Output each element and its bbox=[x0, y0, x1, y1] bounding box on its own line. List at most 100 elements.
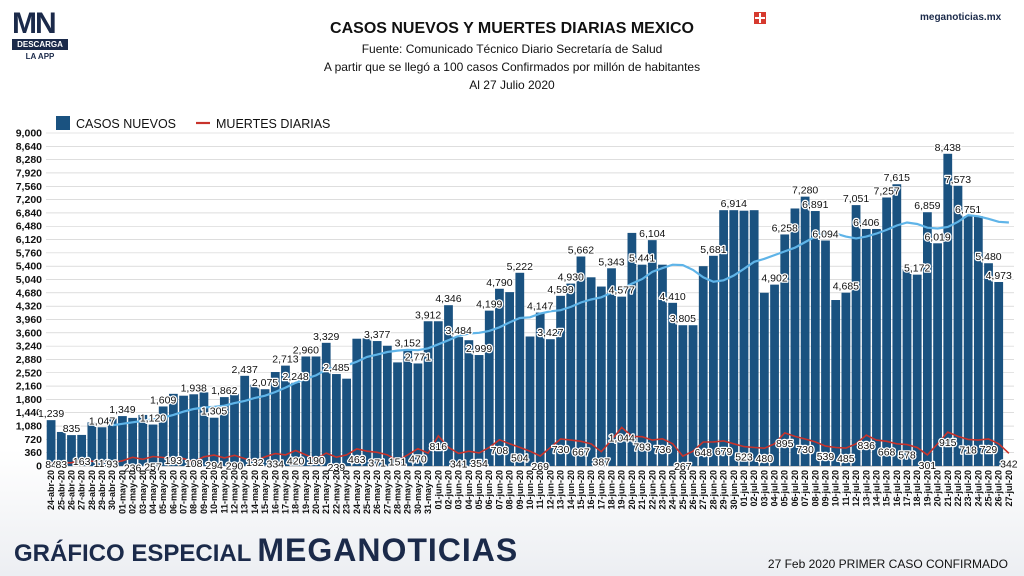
deaths-data-label: 578 bbox=[898, 450, 916, 462]
deaths-data-label: 730 bbox=[796, 444, 814, 456]
x-tick-label: 20-may-20 bbox=[311, 470, 321, 514]
bar-data-label: 4,930 bbox=[558, 272, 584, 284]
deaths-data-label: 193 bbox=[165, 455, 183, 467]
deaths-data-label: 836 bbox=[857, 440, 875, 452]
x-tick-label: 07-may-20 bbox=[179, 470, 189, 514]
bar-cases bbox=[923, 212, 932, 466]
legend-label-deaths: MUERTES DIARIAS bbox=[216, 117, 330, 131]
bar-cases bbox=[861, 228, 871, 466]
bar-cases bbox=[617, 296, 627, 466]
bar-data-label: 5,222 bbox=[507, 261, 533, 273]
bar-cases bbox=[209, 417, 219, 466]
bar-data-label: 6,914 bbox=[721, 198, 747, 210]
deaths-data-label: 667 bbox=[572, 446, 590, 458]
bar-cases bbox=[484, 310, 494, 466]
bar-cases bbox=[912, 274, 922, 466]
x-tick-label: 08-may-20 bbox=[189, 470, 199, 514]
y-tick-label: 1,440 bbox=[16, 407, 42, 419]
bar-data-label: 4,973 bbox=[986, 270, 1012, 282]
bar-data-label: 7,573 bbox=[945, 174, 971, 186]
bar-cases bbox=[332, 374, 341, 466]
bar-data-label: 2,075 bbox=[252, 377, 278, 389]
site-url[interactable]: meganoticias.mx bbox=[920, 12, 1002, 23]
x-tick-label: 13-jun-20 bbox=[556, 470, 566, 510]
y-tick-label: 720 bbox=[24, 434, 42, 446]
bar-cases bbox=[647, 240, 657, 466]
bar-data-label: 7,280 bbox=[792, 185, 818, 197]
deaths-data-label: 151 bbox=[389, 456, 407, 468]
x-tick-label: 15-may-20 bbox=[260, 470, 270, 514]
bar-cases bbox=[780, 234, 790, 466]
deaths-data-label: 504 bbox=[511, 452, 529, 464]
bar-cases bbox=[301, 356, 311, 466]
deaths-data-label: 1,044 bbox=[609, 432, 635, 444]
bar-cases bbox=[342, 378, 351, 466]
bar-data-label: 8,438 bbox=[935, 142, 961, 154]
bar-cases bbox=[933, 243, 942, 466]
deaths-data-label: 895 bbox=[776, 438, 794, 450]
bar-data-label: 1,239 bbox=[38, 408, 64, 420]
x-tick-label: 25-jun-20 bbox=[678, 470, 688, 510]
x-tick-label: 21-jul-20 bbox=[943, 470, 953, 507]
bar-cases bbox=[973, 216, 983, 466]
x-tick-label: 25-jul-20 bbox=[984, 470, 994, 507]
bar-cases bbox=[382, 345, 392, 466]
x-tick-label: 31-may-20 bbox=[423, 470, 433, 514]
x-tick-label: 24-may-20 bbox=[352, 470, 362, 514]
x-tick-label: 11-jul-20 bbox=[841, 470, 851, 506]
bar-data-label: 7,257 bbox=[873, 185, 899, 197]
bar-cases bbox=[637, 264, 647, 466]
x-tick-label: 14-jun-20 bbox=[566, 470, 576, 510]
x-tick-label: 01-jul-20 bbox=[739, 470, 749, 507]
bar-cases bbox=[729, 210, 739, 466]
x-tick-label: 17-jul-20 bbox=[902, 470, 912, 507]
x-tick-label: 17-may-20 bbox=[280, 470, 290, 514]
y-tick-label: 4,320 bbox=[16, 301, 42, 313]
x-tick-label: 27-jul-20 bbox=[1004, 470, 1014, 507]
x-tick-label: 06-may-20 bbox=[168, 470, 178, 514]
x-tick-label: 23-may-20 bbox=[342, 470, 352, 514]
deaths-data-label: 334 bbox=[266, 459, 284, 471]
bar-cases bbox=[250, 384, 260, 466]
bar-cases bbox=[433, 321, 443, 466]
bar-data-label: 5,480 bbox=[975, 251, 1001, 263]
bar-data-label: 6,406 bbox=[853, 217, 879, 229]
x-tick-label: 16-jul-20 bbox=[892, 470, 902, 507]
y-tick-label: 7,200 bbox=[16, 194, 42, 206]
x-tick-label: 22-jun-20 bbox=[647, 470, 657, 510]
x-tick-label: 09-jul-20 bbox=[820, 470, 830, 507]
bar-data-label: 1,305 bbox=[201, 406, 227, 418]
x-tick-label: 01-may-20 bbox=[117, 470, 127, 514]
deaths-data-label: 190 bbox=[307, 455, 325, 467]
bar-cases bbox=[352, 338, 362, 466]
x-tick-label: 05-may-20 bbox=[158, 470, 168, 514]
bar-cases bbox=[97, 427, 107, 466]
y-tick-label: 0 bbox=[36, 461, 42, 473]
bar-cases bbox=[67, 435, 76, 466]
x-tick-label: 07-jul-20 bbox=[800, 470, 810, 507]
title-block: CASOS NUEVOS Y MUERTES DIARIAS MEXICO Fu… bbox=[0, 18, 1024, 94]
bar-data-label: 4,199 bbox=[476, 299, 502, 311]
x-tick-label: 02-jul-20 bbox=[749, 470, 759, 507]
bar-data-label: 835 bbox=[63, 423, 81, 435]
y-tick-label: 8,280 bbox=[16, 154, 42, 166]
bar-data-label: 3,152 bbox=[395, 337, 421, 349]
x-tick-label: 04-jul-20 bbox=[770, 470, 780, 507]
bar-cases bbox=[148, 424, 158, 466]
deaths-data-label: 113 bbox=[94, 458, 111, 470]
bar-data-label: 1,862 bbox=[211, 385, 237, 397]
deaths-data-label: 108 bbox=[185, 458, 203, 470]
x-tick-label: 12-jul-20 bbox=[851, 470, 861, 507]
x-tick-label: 30-abr-20 bbox=[107, 470, 117, 510]
deaths-data-label: 342 bbox=[1000, 458, 1018, 470]
bar-cases bbox=[566, 283, 576, 466]
legend-label-cases: CASOS NUEVOS bbox=[76, 117, 176, 131]
bar-cases bbox=[46, 420, 56, 466]
bar-data-label: 4,147 bbox=[527, 301, 553, 313]
bar-cases bbox=[831, 300, 841, 466]
x-tick-label: 21-may-20 bbox=[321, 470, 331, 514]
bar-data-label: 3,805 bbox=[670, 313, 696, 325]
bar-cases bbox=[800, 196, 810, 466]
x-tick-label: 27-abr-20 bbox=[77, 470, 87, 510]
y-tick-label: 3,960 bbox=[16, 314, 42, 326]
